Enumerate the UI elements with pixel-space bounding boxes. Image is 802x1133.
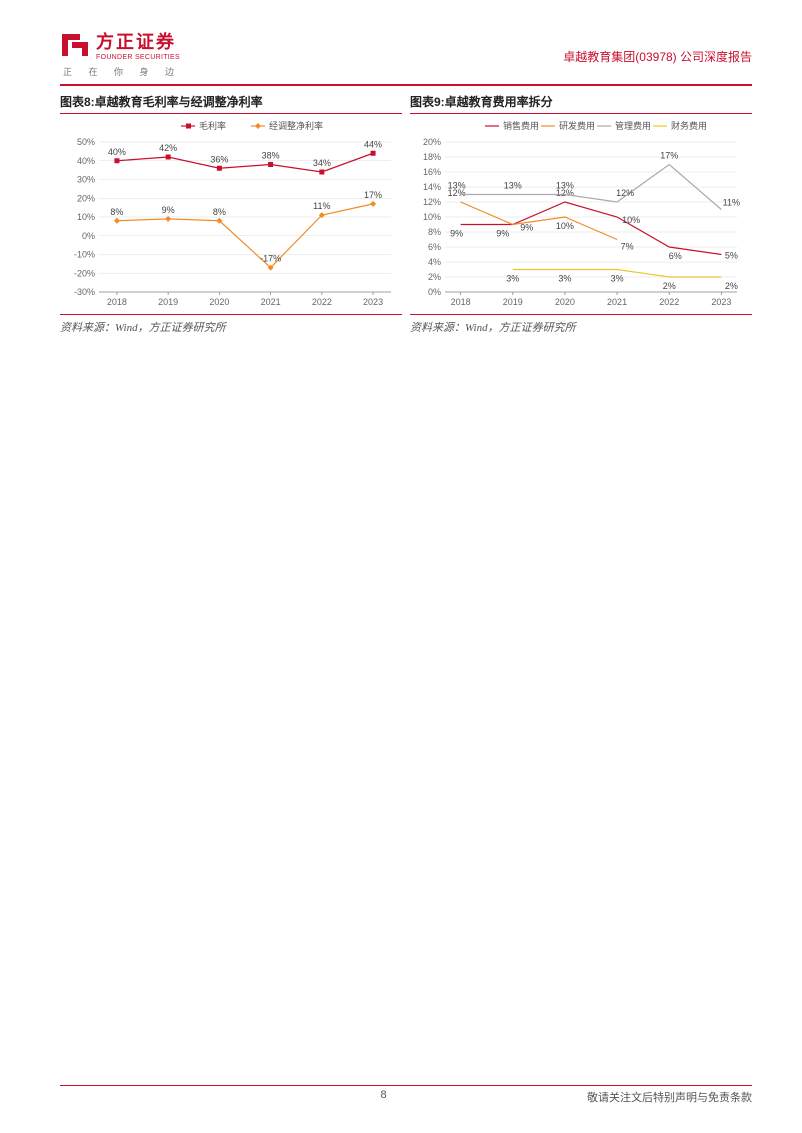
svg-text:3%: 3%	[558, 273, 571, 283]
chart8-title: 图表8:卓越教育毛利率与经调整净利率	[60, 90, 402, 114]
charts-row: 图表8:卓越教育毛利率与经调整净利率 毛利率 经调整净利率 -30% -20% -10%…	[0, 86, 802, 335]
svg-text:12%: 12%	[616, 188, 634, 198]
svg-text:-17%: -17%	[260, 253, 281, 263]
svg-text:0%: 0%	[428, 287, 441, 297]
logo-block: 方正证券 FOUNDER SECURITIES 正 在 你 身 边	[60, 28, 181, 78]
svg-text:8%: 8%	[110, 206, 123, 216]
footer-rule	[60, 1085, 752, 1087]
chart9-title: 图表9:卓越教育费用率拆分	[410, 90, 752, 114]
svg-text:2022: 2022	[312, 297, 332, 307]
svg-text:-10%: -10%	[74, 249, 95, 259]
svg-text:3%: 3%	[611, 273, 624, 283]
svg-text:8%: 8%	[213, 206, 226, 216]
svg-text:9%: 9%	[496, 228, 509, 238]
svg-text:9%: 9%	[450, 228, 463, 238]
svg-text:12%: 12%	[423, 197, 441, 207]
svg-text:20%: 20%	[77, 193, 95, 203]
svg-text:17%: 17%	[660, 150, 678, 160]
footer-disclaimer: 敬请关注文后特别声明与免责条款	[587, 1089, 752, 1105]
svg-text:16%: 16%	[423, 167, 441, 177]
svg-text:2%: 2%	[663, 281, 676, 291]
svg-text:2023: 2023	[363, 297, 383, 307]
svg-text:11%: 11%	[723, 197, 740, 207]
svg-text:11%: 11%	[313, 201, 330, 211]
svg-text:2022: 2022	[659, 297, 679, 307]
svg-text:2020: 2020	[555, 297, 575, 307]
svg-text:2021: 2021	[261, 297, 281, 307]
svg-text:30%: 30%	[77, 174, 95, 184]
svg-text:38%: 38%	[262, 150, 280, 160]
svg-text:2021: 2021	[607, 297, 627, 307]
svg-text:2018: 2018	[451, 297, 471, 307]
svg-text:5%: 5%	[725, 250, 738, 260]
svg-text:7%: 7%	[621, 241, 634, 251]
svg-text:14%: 14%	[423, 182, 441, 192]
page-footer: 8 敬请关注文后特别声明与免责条款	[60, 1085, 752, 1106]
svg-text:4%: 4%	[428, 257, 441, 267]
svg-text:2020: 2020	[209, 297, 229, 307]
svg-text:2019: 2019	[503, 297, 523, 307]
header-right-text: 卓越教育集团(03978) 公司深度报告	[563, 48, 752, 65]
svg-text:0%: 0%	[82, 230, 95, 240]
svg-text:2019: 2019	[158, 297, 178, 307]
svg-text:36%: 36%	[210, 154, 228, 164]
svg-text:财务费用: 财务费用	[671, 120, 707, 131]
svg-text:42%: 42%	[159, 143, 177, 153]
svg-text:2023: 2023	[711, 297, 731, 307]
svg-text:销售费用: 销售费用	[503, 120, 539, 131]
svg-text:34%: 34%	[313, 158, 331, 168]
chart9-source: 资料来源：Wind，方正证券研究所	[410, 314, 752, 335]
svg-text:6%: 6%	[669, 251, 682, 261]
svg-text:40%: 40%	[108, 146, 126, 156]
svg-text:2018: 2018	[107, 297, 127, 307]
footer-page-number: 8	[180, 1089, 587, 1105]
svg-text:6%: 6%	[428, 242, 441, 252]
svg-text:3%: 3%	[506, 273, 519, 283]
logo-text-en: FOUNDER SECURITIES	[96, 54, 180, 61]
svg-text:10%: 10%	[77, 212, 95, 222]
svg-text:8%: 8%	[428, 227, 441, 237]
chart8-source: 资料来源：Wind，方正证券研究所	[60, 314, 402, 335]
svg-text:13%: 13%	[504, 180, 522, 190]
svg-text:研发费用: 研发费用	[559, 120, 595, 131]
svg-text:50%: 50%	[77, 137, 95, 147]
svg-text:2%: 2%	[725, 281, 738, 291]
svg-text:2%: 2%	[428, 272, 441, 282]
chart8-column: 图表8:卓越教育毛利率与经调整净利率 毛利率 经调整净利率 -30% -20% -10%…	[60, 90, 402, 335]
svg-text:18%: 18%	[423, 152, 441, 162]
svg-text:10%: 10%	[622, 215, 640, 225]
chart9-column: 图表9:卓越教育费用率拆分 销售费用 研发费用 管理费用 财务费用 0% 2% 4% 6% 8%…	[410, 90, 752, 335]
svg-text:-30%: -30%	[74, 287, 95, 297]
svg-text:40%: 40%	[77, 155, 95, 165]
founder-logo-icon	[60, 32, 90, 58]
svg-text:44%: 44%	[364, 139, 382, 149]
svg-text:毛利率: 毛利率	[199, 120, 226, 131]
svg-text:13%: 13%	[448, 180, 466, 190]
chart8-svg: 毛利率 经调整净利率 -30% -20% -10% 0% 10% 20% 30% 40% 50% 20…	[60, 114, 402, 314]
logo-tagline: 正 在 你 身 边	[63, 65, 181, 78]
svg-text:-20%: -20%	[74, 268, 95, 278]
page-header: 方正证券 FOUNDER SECURITIES 正 在 你 身 边 卓越教育集团…	[0, 0, 802, 84]
svg-text:9%: 9%	[520, 222, 533, 232]
svg-text:9%: 9%	[162, 204, 175, 214]
svg-text:13%: 13%	[556, 180, 574, 190]
svg-text:10%: 10%	[423, 212, 441, 222]
svg-text:20%: 20%	[423, 137, 441, 147]
chart9-svg: 销售费用 研发费用 管理费用 财务费用 0% 2% 4% 6% 8% 10% 12% 14% 16% 18…	[410, 114, 752, 314]
svg-text:管理费用: 管理费用	[615, 120, 651, 131]
logo-text-cn: 方正证券	[96, 28, 180, 54]
svg-text:10%: 10%	[556, 221, 574, 231]
svg-text:经调整净利率: 经调整净利率	[269, 120, 323, 131]
svg-text:17%: 17%	[364, 189, 382, 199]
